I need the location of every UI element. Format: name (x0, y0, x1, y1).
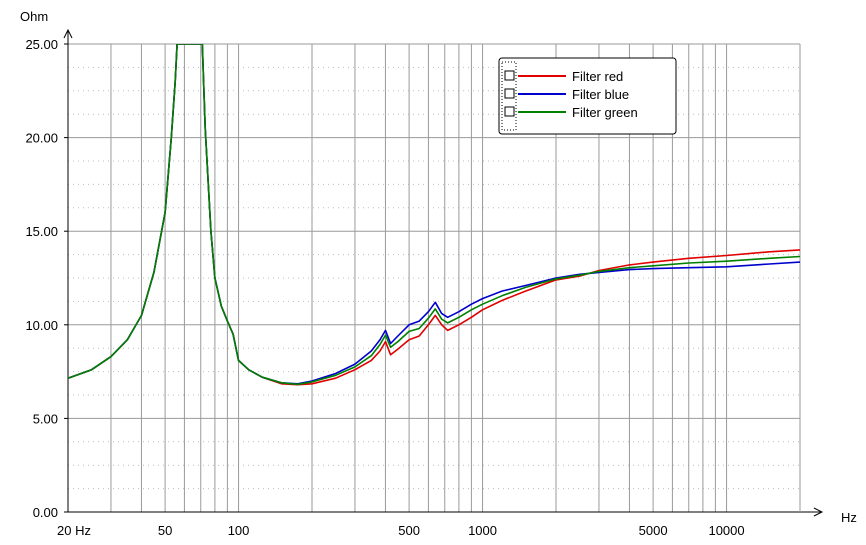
y-tick-label: 20.00 (25, 131, 58, 146)
x-tick-labels: 20 Hz 50 100 500 1000 5000 10000 (57, 523, 745, 538)
x-tick-label: 100 (228, 523, 250, 538)
series-line-filter-red (68, 44, 800, 386)
legend-checkbox[interactable] (504, 88, 515, 99)
x-axis-arrow (813, 507, 824, 517)
y-tick-label: 0.00 (33, 505, 58, 520)
series-line-filter-blue (68, 44, 800, 385)
x-tick-label: 50 (158, 523, 172, 538)
x-axis-unit-label: Hz (841, 510, 857, 525)
legend-label: Filter red (572, 69, 623, 84)
x-tick-label: 20 Hz (57, 523, 91, 538)
legend-label: Filter blue (572, 87, 629, 102)
y-tick-labels: 0.00 5.00 10.00 15.00 20.00 25.00 (25, 37, 68, 520)
series-line-filter-green (68, 44, 800, 386)
x-tick-label: 1000 (468, 523, 497, 538)
minor-grid (68, 66, 800, 490)
legend-focus-border (501, 61, 517, 131)
axes (63, 28, 824, 517)
y-axis-arrow (63, 28, 73, 39)
x-tick-label: 500 (398, 523, 420, 538)
y-tick-label: 25.00 (25, 37, 58, 52)
y-tick-label: 10.00 (25, 318, 58, 333)
legend-checkbox[interactable] (504, 106, 515, 117)
legend: Filter red Filter blue Filter green (498, 57, 677, 135)
y-tick-label: 5.00 (33, 411, 58, 426)
legend-label: Filter green (572, 105, 638, 120)
x-tick-label: 5000 (639, 523, 668, 538)
x-tick-label: 10000 (708, 523, 744, 538)
series-lines (68, 44, 800, 386)
legend-checkbox[interactable] (504, 70, 515, 81)
y-tick-label: 15.00 (25, 224, 58, 239)
y-axis-unit-label: Ohm (20, 9, 48, 24)
